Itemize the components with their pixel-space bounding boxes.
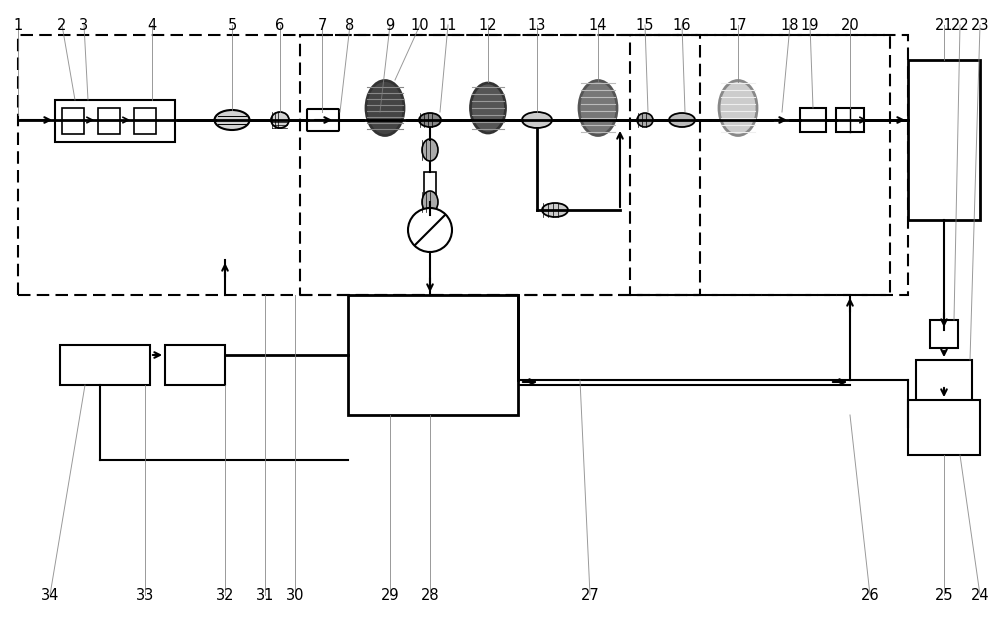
- Text: 11: 11: [439, 17, 457, 32]
- Ellipse shape: [422, 139, 438, 161]
- Bar: [300, 35, 700, 295]
- Text: 28: 28: [421, 587, 439, 602]
- Bar: [908, 60, 980, 220]
- Text: 29: 29: [381, 587, 399, 602]
- Text: 10: 10: [411, 17, 429, 32]
- Bar: [18, 35, 908, 295]
- Text: 5: 5: [227, 17, 237, 32]
- Text: 4: 4: [147, 17, 157, 32]
- Text: 19: 19: [801, 17, 819, 32]
- Ellipse shape: [422, 191, 438, 213]
- Bar: [62, 108, 84, 134]
- Text: 13: 13: [528, 17, 546, 32]
- Text: 21: 21: [935, 17, 953, 32]
- Text: 1: 1: [13, 17, 23, 32]
- Text: 25: 25: [935, 587, 953, 602]
- Ellipse shape: [637, 113, 653, 127]
- Text: 9: 9: [385, 17, 395, 32]
- Ellipse shape: [471, 83, 506, 133]
- Ellipse shape: [214, 110, 250, 130]
- Bar: [165, 345, 225, 385]
- Ellipse shape: [579, 81, 617, 135]
- FancyBboxPatch shape: [307, 109, 339, 131]
- Bar: [836, 108, 864, 132]
- Ellipse shape: [271, 112, 289, 128]
- Text: 2: 2: [57, 17, 67, 32]
- Text: 22: 22: [951, 17, 969, 32]
- Text: 7: 7: [317, 17, 327, 32]
- Ellipse shape: [542, 203, 568, 217]
- Bar: [908, 400, 980, 455]
- Text: 15: 15: [636, 17, 654, 32]
- Bar: [800, 108, 826, 132]
- Bar: [55, 100, 175, 142]
- Text: 31: 31: [256, 587, 274, 602]
- Text: 26: 26: [861, 587, 879, 602]
- Bar: [348, 295, 518, 415]
- Text: 14: 14: [589, 17, 607, 32]
- Ellipse shape: [719, 81, 757, 135]
- Ellipse shape: [419, 113, 441, 127]
- Text: 18: 18: [781, 17, 799, 32]
- Text: 24: 24: [971, 587, 989, 602]
- Text: 8: 8: [345, 17, 355, 32]
- Text: 27: 27: [581, 587, 599, 602]
- Circle shape: [408, 208, 452, 252]
- Bar: [930, 320, 958, 348]
- Text: 30: 30: [286, 587, 304, 602]
- Text: 33: 33: [136, 587, 154, 602]
- Ellipse shape: [366, 81, 404, 135]
- Bar: [916, 360, 972, 415]
- Ellipse shape: [669, 113, 695, 127]
- Text: 20: 20: [841, 17, 859, 32]
- Text: 17: 17: [729, 17, 747, 32]
- Text: 23: 23: [971, 17, 989, 32]
- Text: 12: 12: [479, 17, 497, 32]
- Bar: [98, 108, 120, 134]
- Bar: [60, 345, 150, 385]
- Bar: [424, 172, 436, 202]
- Bar: [134, 108, 156, 134]
- Ellipse shape: [522, 112, 552, 128]
- Bar: [630, 35, 890, 295]
- Text: 34: 34: [41, 587, 59, 602]
- Text: 3: 3: [79, 17, 89, 32]
- Text: 16: 16: [673, 17, 691, 32]
- Text: 32: 32: [216, 587, 234, 602]
- Text: 6: 6: [275, 17, 285, 32]
